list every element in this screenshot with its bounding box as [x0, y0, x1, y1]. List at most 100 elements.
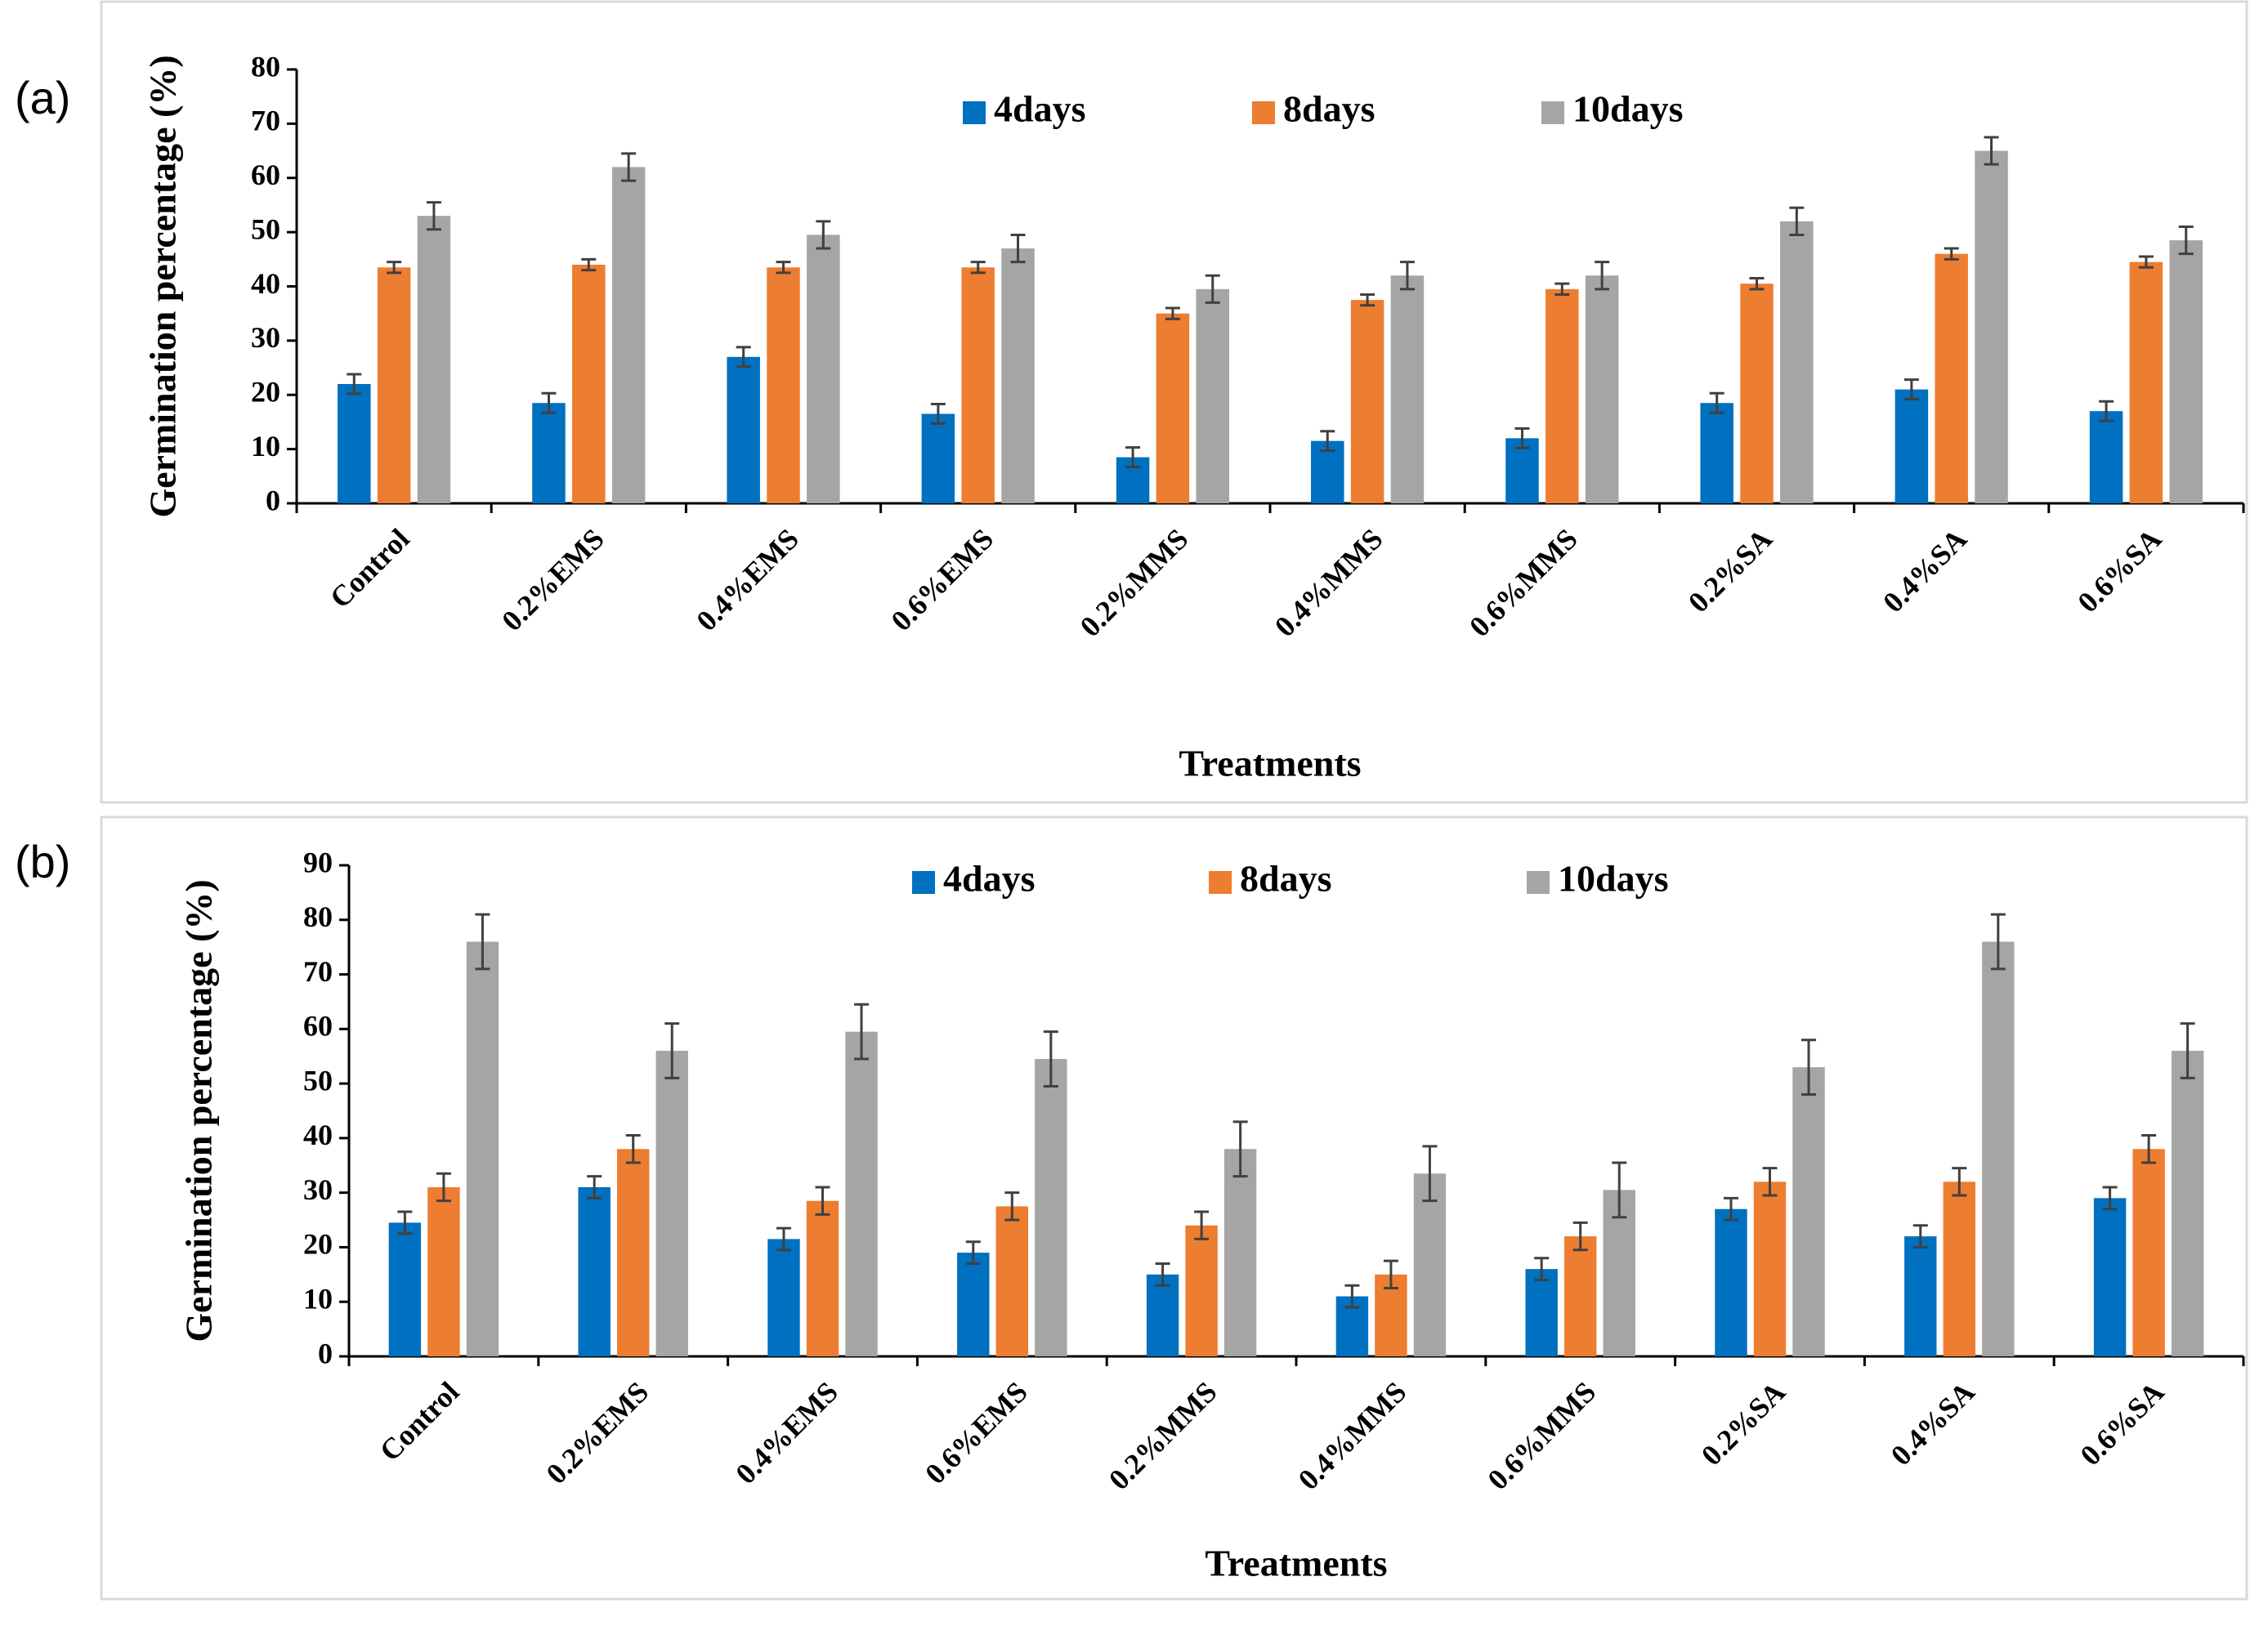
- x-tick-label: Control: [324, 522, 416, 614]
- bar: [388, 1222, 422, 1356]
- legend-swatch: [1541, 101, 1564, 124]
- error-bar: [475, 913, 490, 971]
- error-bar: [1232, 1120, 1248, 1178]
- legend-label: 8days: [1283, 88, 1375, 130]
- bar: [806, 1200, 839, 1356]
- error-bar: [1595, 261, 1610, 291]
- legend-label: 8days: [1240, 858, 1331, 900]
- bar: [2132, 1149, 2165, 1356]
- bar: [1546, 288, 1579, 503]
- y-tick-label: 80: [303, 900, 333, 933]
- bar: [727, 356, 760, 503]
- bar: [1904, 1236, 1937, 1356]
- error-bar: [625, 1134, 641, 1164]
- error-bar: [436, 1172, 451, 1203]
- error-bar: [387, 261, 402, 275]
- error-bar: [397, 1210, 413, 1235]
- error-bar: [1944, 247, 1959, 261]
- error-bar: [1010, 233, 1026, 264]
- error-bar: [587, 1175, 602, 1199]
- x-tick-label: 0.4%EMS: [690, 522, 805, 637]
- y-tick-label: 60: [303, 1010, 333, 1043]
- y-tick-label: 80: [251, 50, 280, 83]
- bar: [2129, 261, 2163, 503]
- error-bar: [1165, 306, 1180, 320]
- x-tick-label: 0.2%EMS: [539, 1375, 655, 1490]
- error-bar: [1912, 1224, 1928, 1249]
- panel-border: [100, 815, 2248, 1601]
- x-tick-label: 0.6%SA: [2071, 522, 2167, 619]
- bar: [1413, 1173, 1447, 1356]
- y-tick-label: 10: [303, 1282, 333, 1315]
- y-tick-label: 70: [303, 955, 333, 988]
- error-bar: [1043, 1030, 1058, 1088]
- bar: [616, 1149, 650, 1356]
- y-tick-label: 20: [303, 1228, 333, 1261]
- bar: [767, 1239, 800, 1356]
- y-axis-title: Germination percentage (%): [142, 55, 184, 517]
- bar: [961, 267, 995, 503]
- legend-label: 10days: [1572, 88, 1683, 130]
- bar: [1975, 150, 2008, 503]
- error-bar: [1612, 1161, 1627, 1219]
- error-bar: [1320, 430, 1335, 453]
- error-bar: [1422, 1145, 1438, 1203]
- error-bar: [1749, 277, 1765, 291]
- error-bar: [1903, 378, 1919, 401]
- error-bar: [854, 1003, 870, 1061]
- legend-swatch: [912, 871, 935, 894]
- x-tick-label: 0.2%SA: [1695, 1375, 1792, 1472]
- x-axis-title: Treatments: [1205, 1543, 1387, 1584]
- panel-label: (b): [15, 836, 70, 887]
- x-tick-label: 0.2%MMS: [1103, 1375, 1223, 1496]
- y-tick-label: 10: [251, 430, 280, 462]
- y-tick-label: 90: [303, 846, 333, 878]
- bar: [377, 267, 411, 503]
- legend-swatch: [963, 101, 986, 124]
- error-bar: [621, 152, 637, 182]
- bar: [1563, 1236, 1597, 1356]
- error-bar: [1709, 391, 1724, 414]
- x-tick-label: 0.6%MMS: [1481, 1375, 1602, 1496]
- x-tick-label: 0.4%SA: [1877, 522, 1973, 619]
- bar: [1780, 221, 1814, 503]
- x-tick-label: Control: [374, 1375, 466, 1467]
- bar: [1146, 1274, 1179, 1356]
- bar: [957, 1253, 990, 1356]
- error-bar: [965, 1240, 981, 1265]
- bar: [611, 167, 646, 503]
- error-bar: [2180, 1022, 2195, 1079]
- x-tick-label: 0.4%MMS: [1292, 1375, 1413, 1496]
- error-bar: [2178, 225, 2194, 256]
- x-tick-label: 0.2%EMS: [495, 522, 611, 637]
- bar: [2171, 1051, 2204, 1356]
- error-bar: [776, 261, 791, 275]
- error-bar: [1399, 261, 1415, 291]
- error-bar: [1205, 274, 1220, 304]
- y-tick-label: 50: [251, 212, 280, 245]
- bar: [767, 267, 800, 503]
- x-tick-label: 0.2%MMS: [1074, 522, 1195, 643]
- error-bar: [736, 346, 751, 369]
- x-tick-label: 0.6%SA: [2073, 1375, 2170, 1472]
- y-tick-label: 50: [303, 1064, 333, 1097]
- x-tick-label: 0.2%SA: [1682, 522, 1778, 619]
- bar: [427, 1186, 460, 1356]
- bar: [1982, 941, 2015, 1356]
- bar: [1943, 1182, 1976, 1356]
- x-tick-label: 0.6%EMS: [919, 1375, 1034, 1490]
- error-bar: [930, 403, 946, 425]
- bar: [1001, 248, 1035, 503]
- error-bar: [1155, 1262, 1170, 1287]
- bar: [572, 264, 606, 503]
- x-tick-label: 0.4%SA: [1885, 1375, 1981, 1472]
- bar: [807, 235, 840, 503]
- bar: [1196, 288, 1229, 503]
- y-tick-label: 30: [303, 1173, 333, 1206]
- bar: [1185, 1225, 1218, 1356]
- error-bar: [1514, 427, 1530, 449]
- error-bar: [1723, 1196, 1738, 1222]
- legend-swatch: [1209, 871, 1232, 894]
- x-tick-label: 0.4%EMS: [729, 1375, 844, 1490]
